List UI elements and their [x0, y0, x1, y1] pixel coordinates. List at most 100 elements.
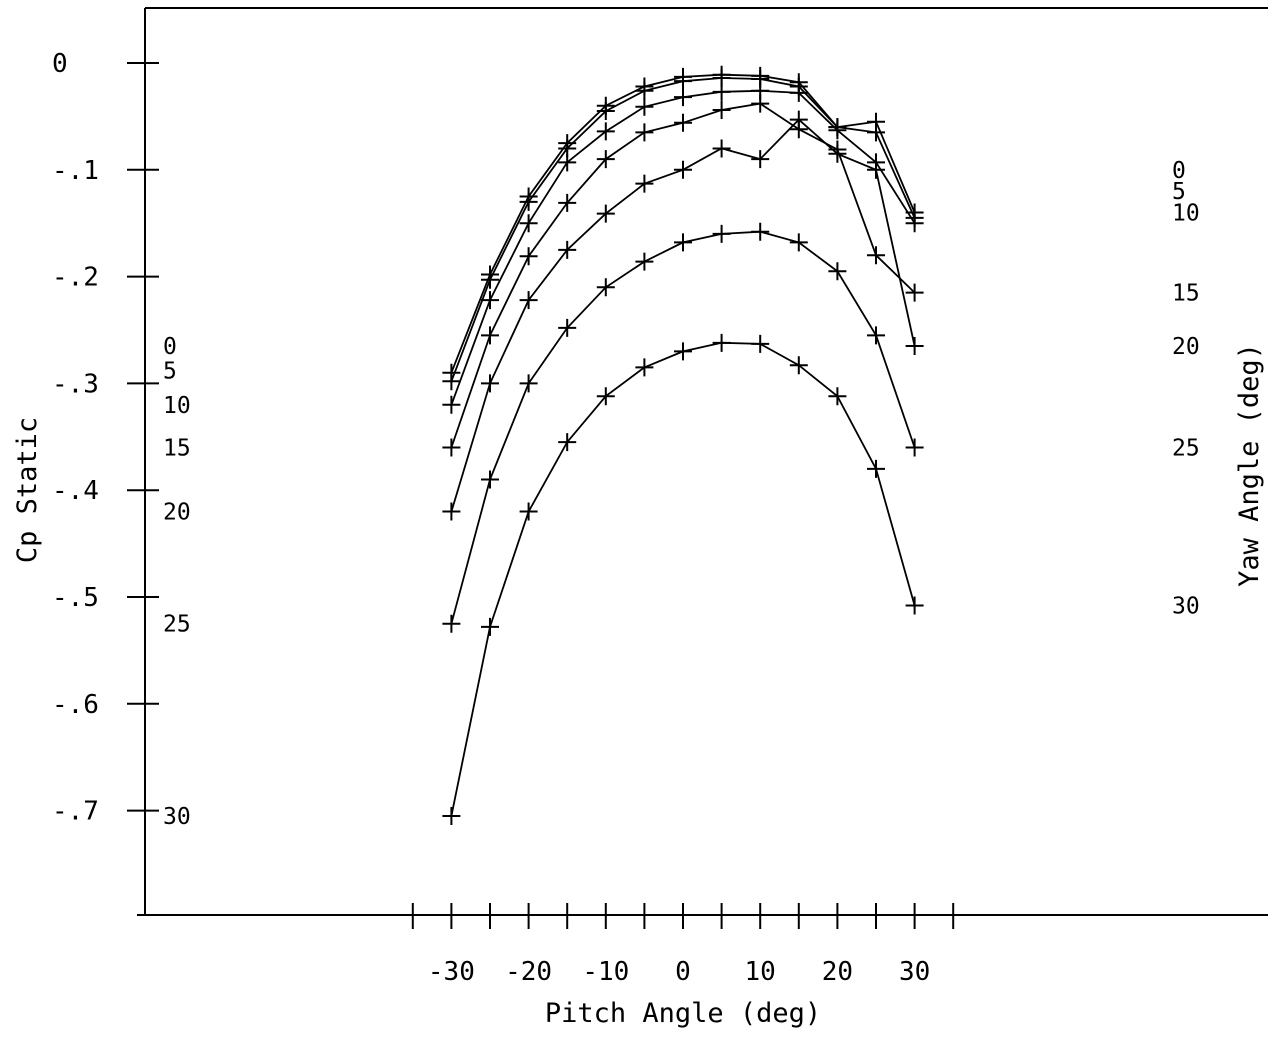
x-tick-label: -20	[505, 957, 552, 987]
data-point	[481, 291, 499, 310]
x-tick-label: -10	[582, 957, 629, 987]
left-series-label: 10	[163, 393, 191, 419]
data-point	[519, 291, 538, 310]
y-tick-label: -.7	[52, 797, 99, 827]
data-point	[751, 150, 770, 169]
data-point	[905, 438, 924, 457]
x-axis-title: Pitch Angle (deg)	[545, 998, 821, 1029]
right-series-label: 30	[1172, 594, 1200, 620]
data-point	[481, 270, 499, 289]
y-tick-label: -.6	[52, 690, 99, 720]
data-point	[674, 160, 692, 179]
data-point	[442, 502, 461, 521]
data-point	[712, 333, 731, 352]
data-point	[674, 88, 692, 107]
right-series-label: 0	[1172, 158, 1186, 184]
data-point	[635, 252, 654, 271]
data-point	[442, 614, 461, 633]
data-point	[558, 193, 577, 212]
data-point	[558, 153, 577, 172]
y-axis-title: Cp Static	[12, 417, 43, 563]
data-point	[558, 240, 577, 259]
series-group	[442, 65, 924, 825]
x-tick-label: 20	[822, 957, 853, 987]
data-point	[596, 204, 615, 223]
data-point	[519, 374, 538, 393]
series-yaw-25	[442, 222, 924, 633]
axes	[137, 7, 1268, 916]
x-tick-label: 30	[899, 957, 930, 987]
data-point	[867, 459, 885, 478]
right-series-label: 10	[1172, 201, 1200, 227]
data-point	[712, 139, 731, 158]
x-tick-label: -30	[428, 957, 475, 987]
y-ticks: 0 -.1 -.2 -.3 -.4 -.5 -.6 -.7	[52, 49, 159, 827]
data-point	[558, 433, 577, 452]
right-series-label: 5	[1172, 179, 1186, 205]
data-point	[635, 174, 654, 193]
data-point	[635, 358, 654, 377]
data-point	[905, 214, 924, 233]
data-point	[519, 247, 538, 266]
right-axis-title: Yaw Angle (deg)	[1234, 343, 1265, 587]
y-tick-label: 0	[52, 49, 68, 79]
data-point	[519, 502, 538, 521]
data-point	[867, 326, 885, 345]
data-point	[867, 160, 885, 179]
y-tick-label: -.3	[52, 369, 99, 399]
data-point	[789, 83, 808, 102]
data-point	[442, 806, 461, 825]
data-point	[674, 113, 692, 132]
left-series-label: 25	[163, 612, 191, 638]
data-point	[635, 81, 654, 100]
data-point	[674, 233, 692, 252]
data-point	[751, 222, 770, 241]
series-yaw-20	[442, 110, 924, 521]
data-point	[596, 102, 615, 121]
series-yaw-0	[442, 65, 924, 382]
data-point	[635, 97, 654, 116]
data-point	[828, 121, 847, 140]
data-point	[481, 326, 499, 345]
series-yaw-15	[442, 94, 924, 457]
left-series-label: 5	[163, 359, 177, 385]
data-point	[442, 395, 461, 414]
data-point	[905, 337, 924, 356]
x-tick-label: 10	[745, 957, 776, 987]
data-point	[789, 233, 808, 252]
data-point	[905, 596, 924, 615]
data-point	[481, 470, 499, 489]
data-point	[596, 278, 615, 297]
data-point	[751, 334, 770, 353]
data-point	[481, 617, 499, 636]
data-point	[712, 82, 731, 101]
y-tick-label: -.2	[52, 263, 99, 293]
series-line	[450, 341, 916, 817]
data-point	[828, 387, 847, 406]
data-point	[635, 123, 654, 142]
data-point	[442, 438, 461, 457]
data-point	[905, 283, 924, 302]
series-yaw-30	[442, 333, 924, 825]
y-tick-label: -.4	[52, 476, 99, 506]
data-point	[867, 123, 885, 142]
data-point	[674, 342, 692, 361]
data-point	[596, 122, 615, 141]
x-ticks: -30 -20 -10 0 10 20 30	[411, 903, 955, 987]
series-line	[450, 230, 916, 624]
data-point	[789, 110, 808, 129]
y-tick-label: -.1	[52, 156, 99, 186]
data-point	[751, 94, 770, 113]
right-series-label: 15	[1172, 281, 1200, 307]
data-point	[712, 100, 731, 119]
left-series-label: 15	[163, 435, 191, 461]
data-point	[789, 356, 808, 375]
right-series-label: 25	[1172, 435, 1200, 461]
left-series-label: 30	[163, 804, 191, 830]
data-point	[519, 214, 538, 233]
left-series-label: 0	[163, 334, 177, 360]
data-point	[442, 372, 461, 391]
data-point	[481, 374, 499, 393]
